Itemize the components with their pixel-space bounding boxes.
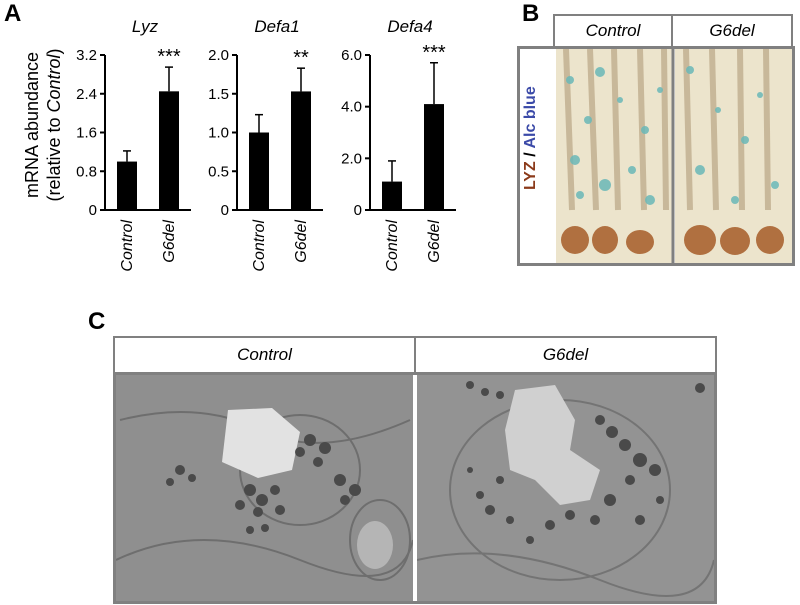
x-tick-label: Control bbox=[384, 220, 401, 272]
y-tick-label: 0 bbox=[89, 202, 97, 219]
bar-g6del bbox=[424, 104, 444, 210]
y-axis-label-2: (relative to Control) bbox=[44, 48, 64, 201]
bar-control bbox=[117, 161, 137, 210]
panel-c-g6del-tissue bbox=[417, 375, 714, 601]
y-tick-label: 2.0 bbox=[341, 150, 362, 167]
y-tick-label: 6.0 bbox=[341, 47, 362, 64]
y-tick-label: 0.8 bbox=[76, 163, 97, 180]
y-tick-label: 1.5 bbox=[208, 86, 229, 103]
panel-letter-a: A bbox=[4, 0, 22, 27]
y-axis-label-post: ) bbox=[44, 48, 64, 54]
x-tick-label: Control bbox=[119, 220, 136, 272]
y-tick-label: 2.4 bbox=[76, 86, 97, 103]
panel-letter-b: B bbox=[522, 0, 540, 27]
bar-g6del bbox=[159, 91, 179, 210]
significance-marker: *** bbox=[157, 46, 181, 68]
chart-title: Lyz bbox=[132, 17, 159, 36]
bar-control bbox=[249, 132, 269, 210]
panel-letter-c: C bbox=[88, 308, 106, 335]
y-tick-label: 2.0 bbox=[208, 47, 229, 64]
significance-marker: *** bbox=[422, 42, 446, 64]
bar-control bbox=[382, 181, 402, 210]
y-tick-label: 0 bbox=[221, 202, 229, 219]
y-tick-label: 1.6 bbox=[76, 125, 97, 142]
y-tick-label: 3.2 bbox=[76, 47, 97, 64]
x-tick-label: G6del bbox=[161, 220, 178, 263]
panel-c-header-control: Control bbox=[113, 336, 416, 374]
y-axis-label-pre: (relative to bbox=[44, 112, 64, 201]
chart-title: Defa1 bbox=[254, 17, 299, 36]
y-axis-label-italic: Control bbox=[44, 53, 64, 112]
y-axis-label-line1: mRNA abundance bbox=[22, 52, 42, 198]
x-tick-label: Control bbox=[251, 220, 268, 272]
bar-charts: mRNA abundance (relative to Control) 0 0.… bbox=[22, 17, 456, 272]
chart-title: Defa4 bbox=[387, 17, 432, 36]
y-axis-label: mRNA abundance bbox=[22, 52, 42, 198]
significance-marker: ** bbox=[293, 47, 309, 69]
y-tick-label: 0 bbox=[354, 202, 362, 219]
y-tick-label: 1.0 bbox=[208, 125, 229, 142]
x-tick-label: G6del bbox=[426, 220, 443, 263]
x-tick-label: G6del bbox=[293, 220, 310, 263]
y-tick-label: 4.0 bbox=[341, 99, 362, 116]
panel-c-frame bbox=[113, 372, 717, 604]
panel-b-frame bbox=[517, 46, 795, 266]
panel-b-g6del-tissue bbox=[675, 49, 792, 263]
bar-g6del bbox=[291, 91, 311, 210]
panel-b-control-tissue bbox=[556, 49, 672, 263]
panel-c-control-tissue bbox=[116, 375, 413, 601]
y-tick-label: 0.5 bbox=[208, 163, 229, 180]
